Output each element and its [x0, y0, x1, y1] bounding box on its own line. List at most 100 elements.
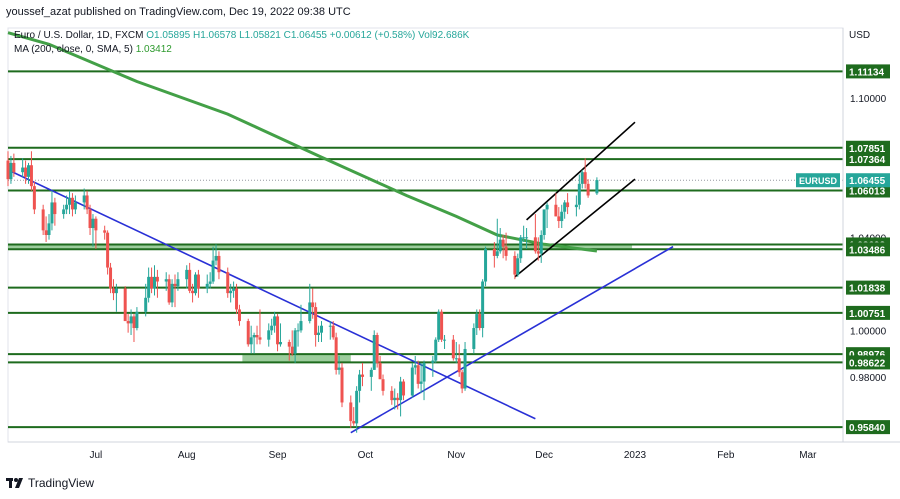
candle-body: [132, 316, 136, 329]
time-tick-label: Feb: [717, 450, 735, 461]
candle-body: [416, 365, 420, 384]
candle-body: [188, 269, 192, 291]
tradingview-footer[interactable]: TradingView: [6, 476, 94, 490]
candle-body: [114, 288, 118, 294]
candle-body: [65, 204, 69, 210]
candle-body: [27, 165, 31, 177]
time-tick-label: Jul: [89, 450, 102, 461]
candle-body: [276, 316, 280, 345]
price-tag: [846, 140, 890, 155]
candle-body: [62, 209, 66, 215]
candle-body: [194, 274, 198, 294]
candle-body: [501, 239, 505, 247]
candle-body: [495, 251, 499, 256]
chart-frame[interactable]: USD1.100001.040001.000000.980001.111341.…: [0, 22, 900, 470]
candle-body: [498, 239, 502, 252]
candle-body: [252, 335, 256, 338]
price-tag-label: 1.07851: [849, 144, 886, 155]
candle-body: [12, 162, 16, 173]
volume-value: Vol92.686K: [418, 30, 470, 41]
candle-body: [237, 309, 241, 322]
candle-body: [47, 223, 51, 235]
candle-body: [574, 204, 578, 208]
price-tag: [846, 305, 890, 320]
currency-label: USD: [849, 30, 870, 41]
candle-body: [208, 281, 212, 284]
candle-body: [437, 311, 441, 340]
candle-body: [410, 367, 414, 396]
candle-body: [402, 381, 406, 396]
candle-body: [314, 307, 318, 336]
candle-body: [214, 255, 218, 261]
candle-body: [369, 369, 373, 377]
candle-body: [91, 218, 95, 229]
candle-body: [563, 202, 567, 212]
trendline-ascending: [350, 245, 674, 434]
candle-body: [372, 335, 376, 370]
candle-body: [191, 290, 195, 294]
price-tag: [846, 355, 890, 370]
candle-body: [249, 337, 253, 345]
candle-body: [536, 251, 540, 254]
candle-body: [434, 339, 438, 361]
candle-body: [155, 276, 159, 282]
candle-body: [472, 328, 476, 349]
candle-body: [258, 337, 262, 340]
candle-body: [331, 325, 335, 338]
price-tag-label: 1.07364: [849, 155, 886, 166]
candle-body: [378, 362, 382, 380]
candle-body: [205, 283, 209, 289]
candle-body: [340, 367, 344, 403]
candle-body: [164, 279, 168, 282]
tradingview-logo-icon: [6, 478, 23, 488]
candle-body: [475, 314, 479, 329]
candle-body: [211, 260, 215, 282]
price-tick-label: 1.00000: [850, 326, 887, 337]
candle-body: [381, 379, 385, 391]
time-tick-label: Dec: [535, 450, 553, 461]
candle-body: [454, 358, 458, 360]
candle-body: [504, 246, 508, 256]
candle-body: [519, 237, 523, 259]
symbol-legend: Euro / U.S. Dollar, 1D, FXCM O1.05895 H1…: [14, 30, 469, 41]
candle-body: [525, 237, 529, 239]
candle-body: [53, 202, 57, 215]
candle-body: [94, 218, 98, 231]
symbol-badge-label: EURUSD: [799, 176, 838, 186]
candle-body: [390, 390, 394, 401]
candle-body: [296, 330, 300, 332]
candle-body: [513, 255, 517, 275]
candle-body: [516, 258, 520, 275]
price-tag: [846, 280, 890, 295]
channel-line-0: [514, 178, 636, 278]
candle-body: [560, 211, 564, 222]
candle-body: [126, 321, 130, 324]
time-tick-label: Nov: [447, 450, 465, 461]
candle-body: [6, 160, 10, 180]
candle-body: [577, 183, 581, 205]
candle-body: [375, 335, 379, 363]
candle-body: [176, 279, 180, 287]
candle-body: [229, 290, 233, 294]
candle-body: [443, 339, 447, 341]
ma-legend: MA (200, close, 0, SMA, 5) 1.03412: [14, 44, 172, 55]
ohlc-values: O1.05895 H1.06578 L1.05821 C1.06455 +0.0…: [146, 30, 416, 41]
candle-body: [580, 172, 584, 184]
candle-body: [311, 302, 315, 308]
candle-body: [361, 374, 365, 377]
candle-body: [232, 288, 236, 291]
candle-body: [595, 180, 599, 194]
candle-body: [293, 330, 297, 354]
candle-body: [299, 321, 303, 331]
candle-body: [396, 397, 400, 401]
candle-body: [226, 272, 230, 294]
candle-body: [355, 390, 359, 424]
time-tick-label: Mar: [799, 450, 817, 461]
candle-body: [147, 276, 151, 298]
candle-body: [431, 360, 435, 363]
price-tag-label: 1.00751: [849, 309, 886, 320]
candle-body: [255, 335, 259, 338]
price-chart[interactable]: USD1.100001.040001.000000.980001.111341.…: [0, 22, 900, 470]
candle-body: [246, 321, 250, 345]
candle-body: [167, 279, 171, 303]
